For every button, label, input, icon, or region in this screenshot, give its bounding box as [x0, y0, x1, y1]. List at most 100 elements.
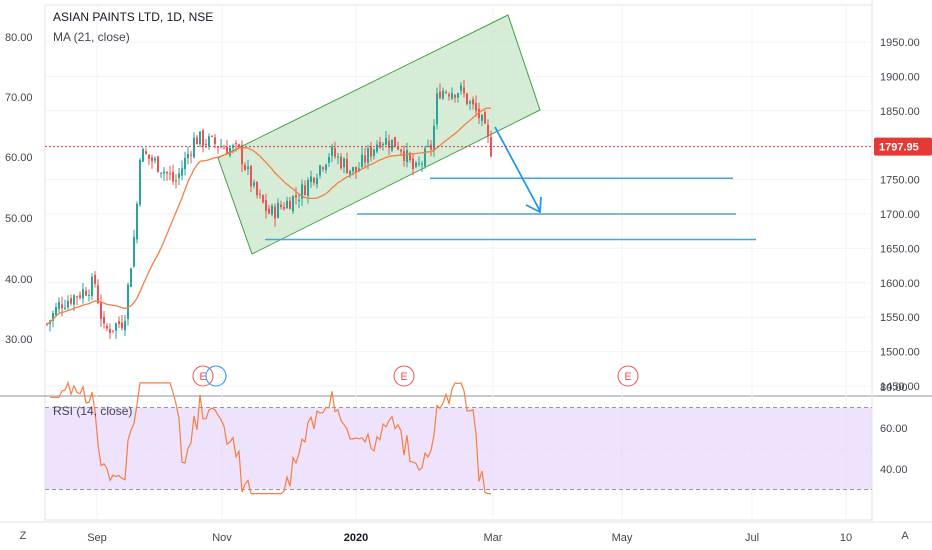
auto-scale-left-button[interactable]: Z: [19, 530, 27, 542]
candle-body: [166, 171, 168, 174]
candle-body: [316, 177, 318, 185]
candle-body: [286, 200, 288, 209]
candles: [46, 79, 492, 340]
candle-body: [322, 167, 324, 170]
time-tick-label: 2020: [344, 532, 368, 544]
earnings-marker[interactable]: E: [192, 365, 214, 387]
candle-body: [193, 137, 195, 158]
candle-body: [424, 148, 426, 167]
candle-body: [433, 125, 435, 151]
earnings-marker-circle: [192, 365, 214, 387]
arrow-shaft: [494, 126, 541, 212]
candle-body: [304, 185, 306, 196]
left-tick-label: 60.00: [5, 152, 33, 164]
candle-body: [403, 151, 405, 161]
rsi-tick-label: 40.00: [880, 464, 908, 476]
candle-body: [217, 146, 219, 148]
earnings-marker-label: E: [199, 371, 206, 383]
candle-body: [385, 137, 387, 145]
candle-body: [358, 168, 360, 172]
time-tick-label: Mar: [484, 532, 503, 544]
dividend-marker: [205, 365, 227, 387]
price-tick-label: 1950.00: [880, 37, 920, 49]
price-tick-label: 1850.00: [880, 106, 920, 118]
earnings-marker-circle: [393, 365, 415, 387]
candle-body: [55, 306, 57, 316]
time-tick-label: Sep: [87, 532, 107, 544]
candle-body: [70, 298, 72, 304]
price-tick-label: 1900.00: [880, 71, 920, 83]
rsi-pane: [45, 381, 872, 495]
earnings-marker[interactable]: E: [617, 365, 639, 387]
earnings-marker[interactable]: E: [393, 365, 415, 387]
candle-body: [271, 205, 273, 215]
candle-body: [349, 170, 351, 175]
candle-body: [289, 200, 291, 210]
left-tick-label: 80.00: [5, 32, 33, 44]
candle-body: [169, 173, 171, 175]
candle-body: [229, 147, 231, 156]
candle-body: [208, 136, 210, 147]
candle-body: [202, 130, 204, 147]
candle-body: [58, 301, 60, 309]
time-tick-label: Nov: [212, 532, 232, 544]
candle-body: [211, 135, 213, 137]
candle-body: [238, 144, 240, 147]
candle-body: [448, 94, 450, 97]
candle-body: [259, 193, 261, 195]
candle-body: [253, 182, 255, 186]
auto-scale-right-button[interactable]: A: [901, 530, 909, 542]
candle-body: [127, 284, 129, 319]
price-tick-label: 1650.00: [880, 243, 920, 255]
candle-body: [472, 99, 474, 105]
candle-body: [262, 195, 264, 203]
candle-body: [436, 93, 438, 125]
arrow-head: [525, 196, 542, 214]
candle-body: [151, 157, 153, 162]
candle-body: [256, 181, 258, 196]
candle-body: [283, 206, 285, 209]
level-lines[interactable]: [265, 177, 756, 241]
candle-body: [409, 152, 411, 160]
candle-body: [460, 85, 462, 91]
candle-body: [214, 137, 216, 145]
candle-body: [82, 289, 84, 299]
candle-body: [196, 137, 198, 145]
candle-body: [457, 93, 459, 98]
candle-body: [376, 144, 378, 152]
candle-body: [136, 203, 138, 240]
candle-body: [466, 93, 468, 105]
candle-body: [106, 325, 108, 329]
candle-body: [481, 114, 483, 121]
projection-arrow[interactable]: [494, 126, 542, 214]
candle-body: [421, 163, 423, 165]
candle-body: [415, 162, 417, 167]
candle-body: [451, 93, 453, 99]
candle-body: [292, 196, 294, 212]
ma-label: MA (21, close): [53, 30, 130, 44]
candle-body: [298, 200, 300, 202]
candle-body: [250, 166, 252, 187]
candle-body: [175, 180, 177, 182]
candle-body: [157, 156, 159, 173]
rsi-line: [50, 381, 491, 495]
rsi-band: [45, 407, 872, 490]
candle-body: [442, 90, 444, 99]
candle-body: [154, 158, 156, 161]
candle-body: [319, 165, 321, 176]
candle-body: [388, 140, 390, 148]
candle-body: [226, 147, 228, 155]
candle-body: [85, 290, 87, 296]
candle-body: [379, 141, 381, 148]
time-tick-label: Jul: [745, 532, 759, 544]
candle-body: [124, 320, 126, 331]
candle-body: [205, 143, 207, 145]
candle-body: [331, 146, 333, 156]
candle-body: [94, 274, 96, 284]
candle-body: [73, 295, 75, 305]
candle-body: [163, 171, 165, 174]
candle-body: [181, 168, 183, 176]
earnings-marker-label: E: [624, 371, 631, 383]
